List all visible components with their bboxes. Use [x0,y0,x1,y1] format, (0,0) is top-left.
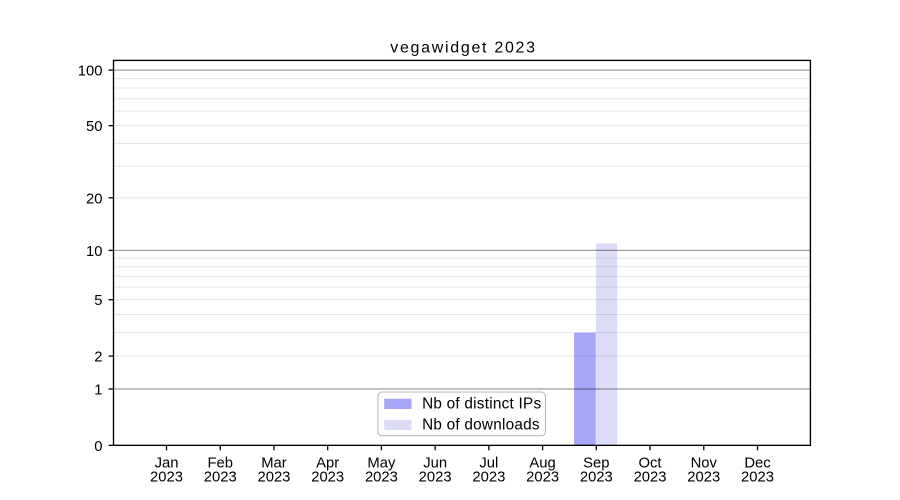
svg-text:May: May [367,456,396,472]
svg-text:2023: 2023 [311,470,344,486]
svg-text:100: 100 [78,64,103,80]
svg-text:Jul: Jul [479,456,498,472]
svg-text:Apr: Apr [316,456,339,472]
svg-text:50: 50 [86,119,102,135]
svg-text:2023: 2023 [580,470,613,486]
svg-text:0: 0 [94,439,102,455]
svg-text:20: 20 [86,191,102,207]
svg-text:2023: 2023 [687,470,720,486]
svg-text:2: 2 [94,350,102,366]
svg-text:Nov: Nov [691,456,718,472]
svg-text:Nb of downloads: Nb of downloads [422,417,540,434]
svg-text:2023: 2023 [257,470,290,486]
svg-text:Dec: Dec [744,456,771,472]
svg-text:Feb: Feb [207,456,233,472]
svg-text:10: 10 [86,244,102,260]
svg-text:2023: 2023 [526,470,559,486]
svg-text:Sep: Sep [583,456,609,472]
svg-text:2023: 2023 [365,470,398,486]
svg-text:Mar: Mar [261,456,287,472]
svg-text:Nb of distinct IPs: Nb of distinct IPs [422,396,541,413]
svg-text:2023: 2023 [634,470,667,486]
svg-text:2023: 2023 [472,470,505,486]
svg-text:2023: 2023 [419,470,452,486]
svg-text:Aug: Aug [529,456,555,472]
svg-text:Jun: Jun [423,456,447,472]
svg-text:vegawidget 2023: vegawidget 2023 [390,40,536,57]
svg-text:Jan: Jan [155,456,179,472]
svg-text:2023: 2023 [204,470,237,486]
svg-text:Oct: Oct [639,456,662,472]
svg-text:5: 5 [94,293,102,309]
svg-text:1: 1 [94,383,102,399]
svg-text:2023: 2023 [741,470,774,486]
svg-text:2023: 2023 [150,470,183,486]
